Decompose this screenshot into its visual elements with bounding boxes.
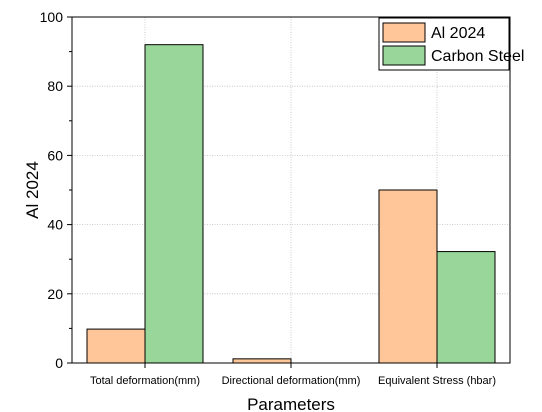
y-tick-label: 80	[47, 78, 63, 94]
x-tick-label: Equivalent Stress (hbar)	[378, 375, 496, 387]
y-tick-label: 0	[55, 355, 63, 371]
legend-label-carbon-steel: Carbon Steel	[431, 48, 524, 65]
y-tick-label: 60	[47, 147, 63, 163]
x-tick-label: Total deformation(mm)	[90, 375, 200, 387]
bars	[86, 44, 496, 364]
x-tick-label: Directional deformation(mm)	[222, 375, 361, 387]
legend-swatch-al2024	[382, 22, 426, 43]
legend: Al 2024 Carbon Steel	[378, 17, 524, 71]
bar-al2024	[232, 358, 292, 364]
x-axis-label: Parameters	[247, 395, 335, 412]
y-tick-label: 100	[40, 9, 64, 25]
bar-carbon-steel	[436, 251, 496, 364]
legend-label-al2024: Al 2024	[431, 25, 485, 42]
y-tick-label: 20	[47, 286, 63, 302]
bar-al2024	[378, 189, 438, 364]
y-tick-label: 40	[47, 217, 63, 233]
y-axis-label: Al 2024	[23, 161, 42, 219]
bar-al2024	[86, 328, 146, 364]
legend-swatch-carbon-steel	[382, 45, 426, 66]
bar-carbon-steel	[144, 44, 204, 364]
axes: 0 20 40 60 80 100 Total deformation(mm) Directi…	[40, 9, 496, 387]
